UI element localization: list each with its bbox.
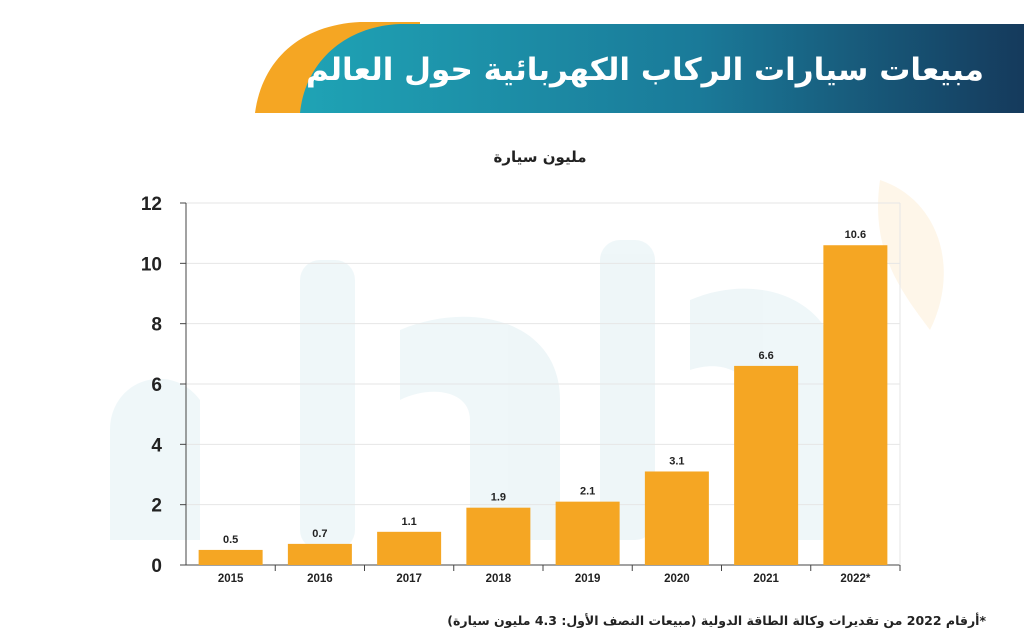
header-banner — [255, 22, 1024, 113]
y-tick-label: 4 — [151, 435, 162, 456]
x-tick-label: 2022* — [840, 573, 871, 585]
page-title: مبيعات سيارات الركاب الكهربائية حول العا… — [306, 52, 984, 88]
x-tick-label: 2021 — [753, 573, 779, 585]
x-tick-label: 2019 — [575, 573, 601, 585]
data-label: 1.9 — [491, 492, 506, 504]
data-label: 0.5 — [223, 534, 238, 546]
x-tick-label: 2020 — [664, 573, 690, 585]
bar-2015 — [198, 549, 263, 565]
data-label: 6.6 — [758, 350, 773, 362]
bar-2019 — [555, 501, 620, 565]
data-label: 10.6 — [845, 229, 866, 241]
y-tick-label: 2 — [151, 496, 162, 517]
y-tick-label: 12 — [141, 194, 162, 215]
x-tick-label: 2015 — [218, 573, 244, 585]
x-tick-label: 2017 — [396, 573, 422, 585]
footnote: *أرقام 2022 من تقديرات وكالة الطاقة الدو… — [447, 613, 986, 628]
y-tick-label: 0 — [151, 556, 162, 577]
bar-2021 — [734, 365, 799, 565]
data-label: 0.7 — [312, 528, 327, 540]
data-label: 3.1 — [669, 455, 684, 467]
data-label: 2.1 — [580, 486, 595, 498]
header-teal-band — [300, 24, 1024, 113]
data-label: 1.1 — [401, 516, 416, 528]
bar-2018 — [466, 507, 531, 565]
bar-2020 — [644, 471, 709, 565]
bar-2022 — [823, 245, 888, 565]
x-tick-label: 2016 — [307, 573, 333, 585]
bar-2017 — [377, 531, 442, 565]
y-tick-label: 10 — [141, 254, 162, 275]
x-tick-label: 2018 — [486, 573, 512, 585]
bar-2016 — [287, 543, 352, 565]
y-tick-label: 8 — [151, 315, 162, 336]
y-tick-label: 6 — [151, 375, 162, 396]
unit-label: مليون سيارة — [493, 148, 587, 166]
